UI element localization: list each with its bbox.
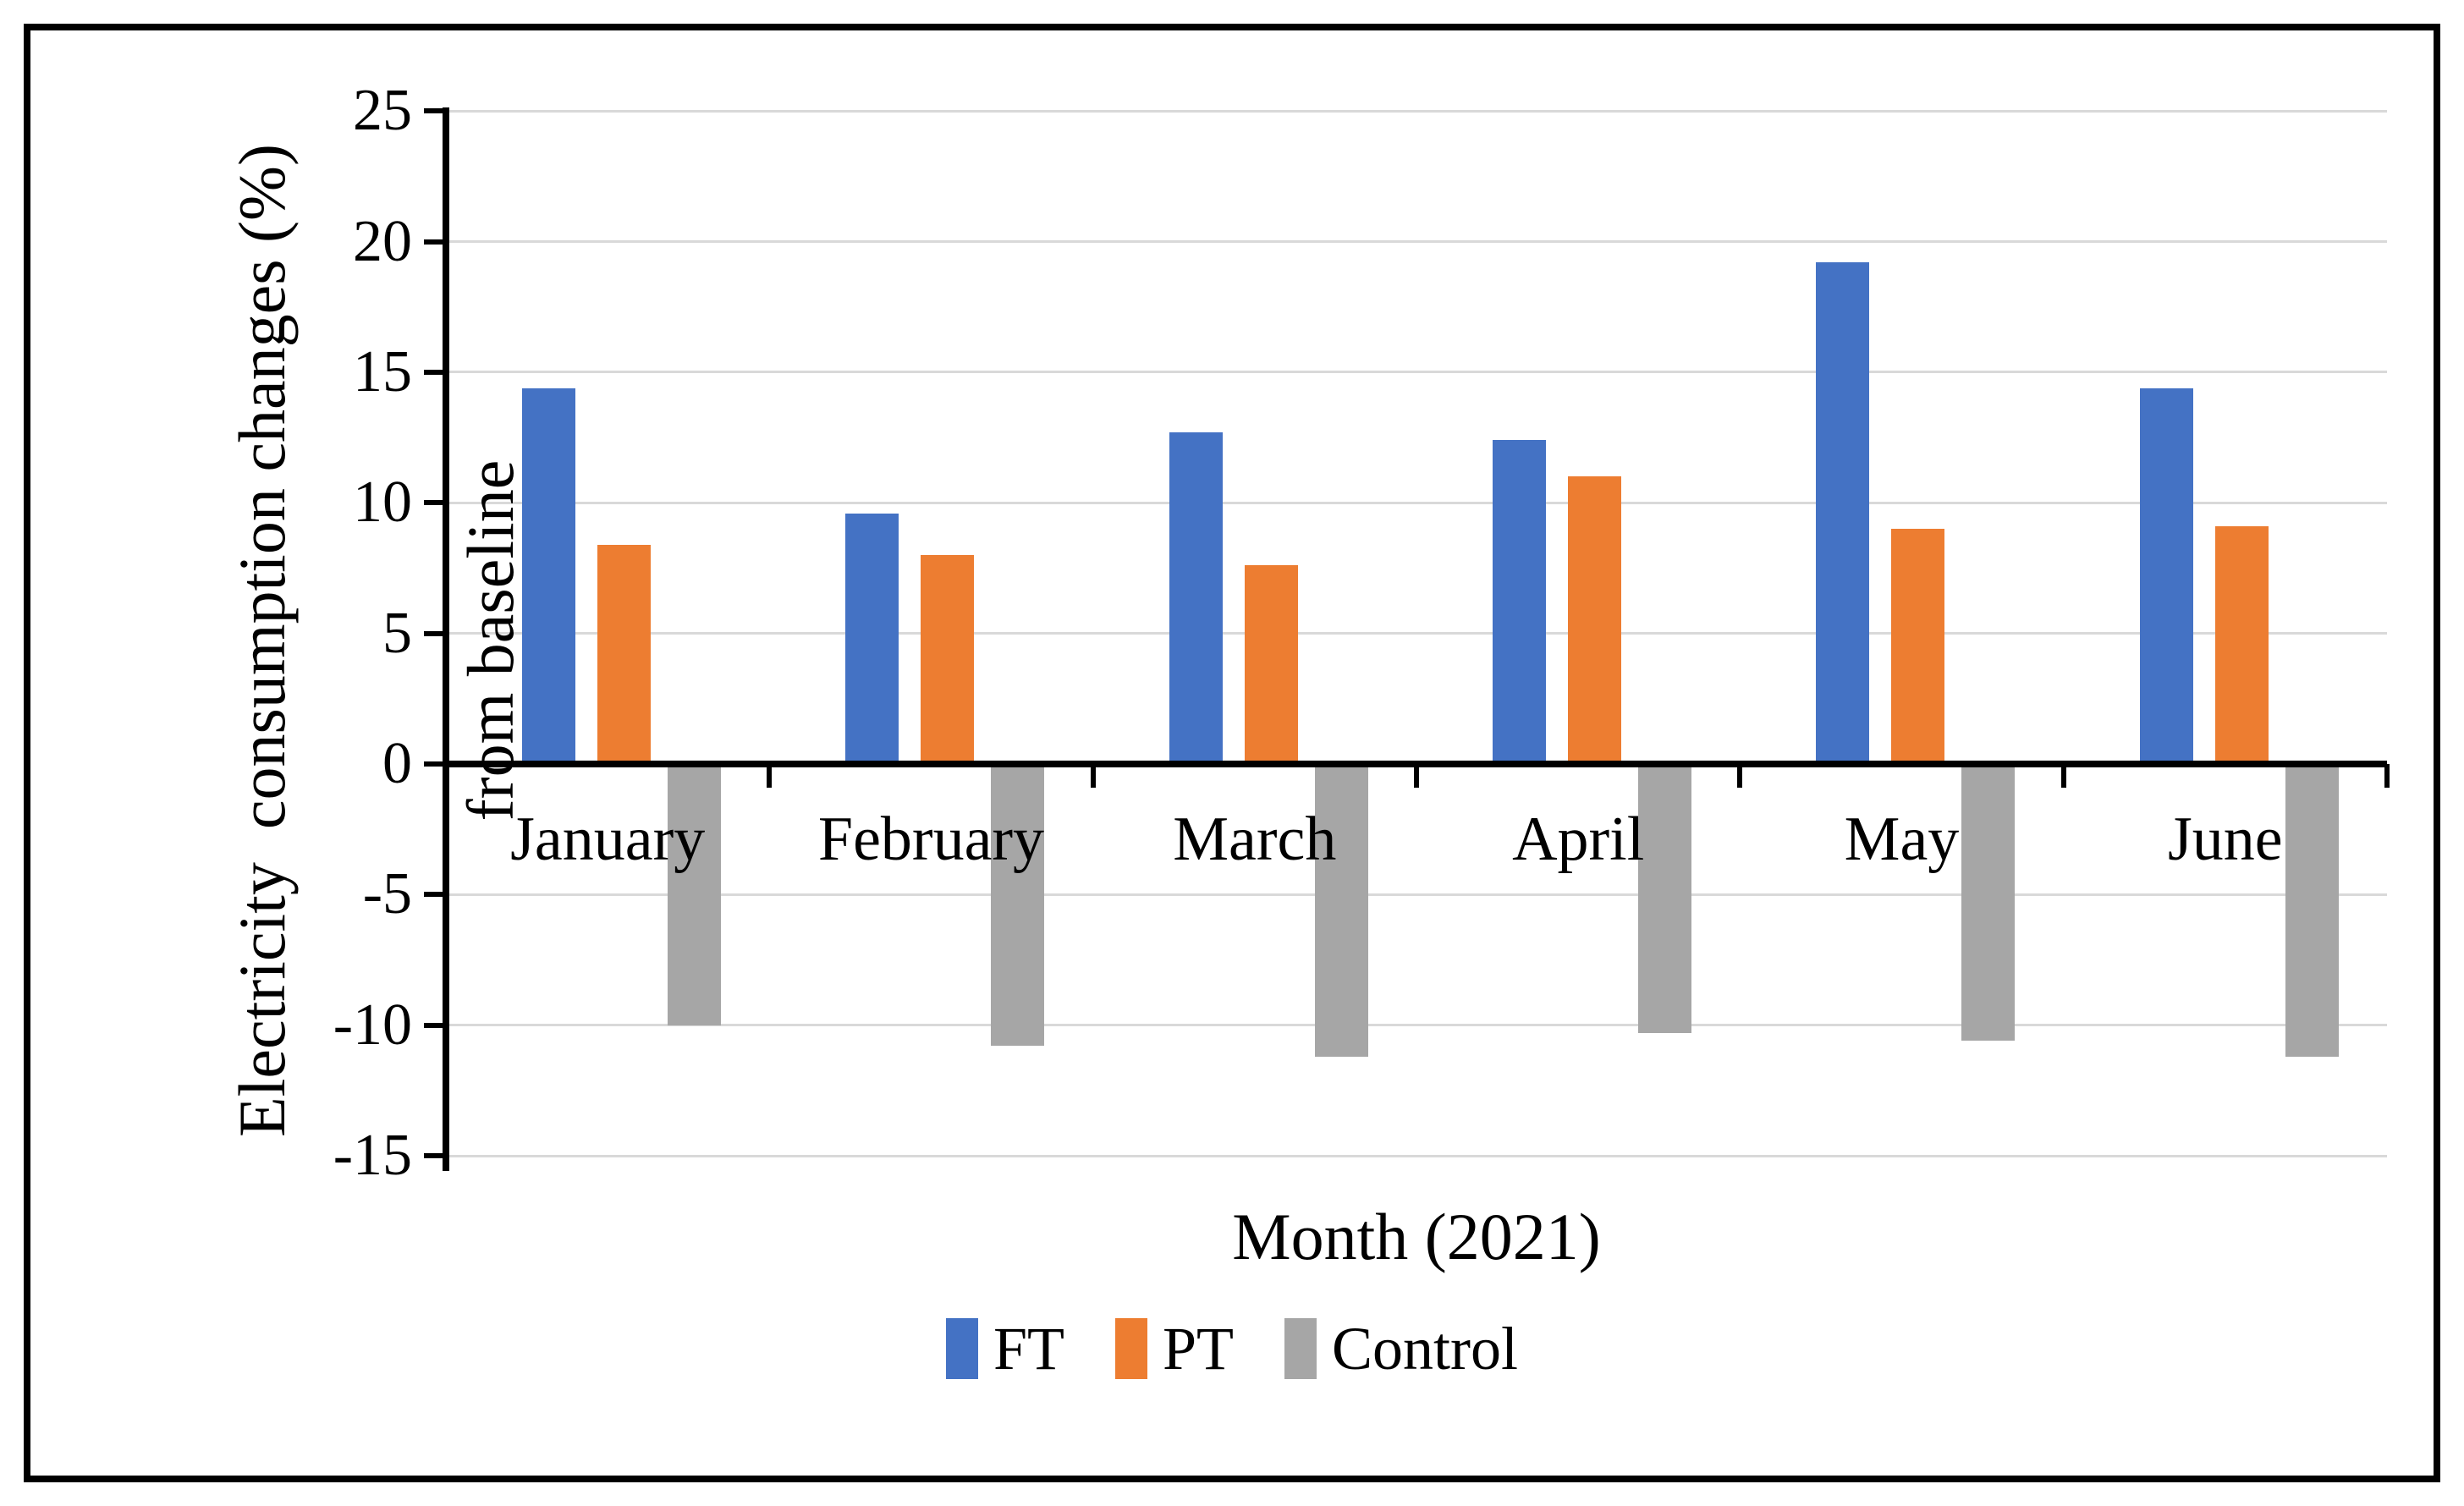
y-axis-tick-mark (424, 1022, 446, 1028)
bar-ft-april (1493, 440, 1546, 764)
y-axis-title: Electricity consumption changes (%) from… (72, 48, 527, 1233)
legend-swatch-ft-icon (945, 1318, 978, 1379)
x-axis-category-label: June (2167, 805, 2283, 874)
x-axis-tick-mark (2060, 764, 2066, 788)
bar-control-march (1314, 764, 1368, 1057)
gridline--10 (446, 1024, 2387, 1027)
y-axis-tick-label: -15 (333, 1123, 412, 1188)
legend-swatch-pt-icon (1114, 1318, 1147, 1379)
y-axis-tick-mark (424, 1153, 446, 1158)
y-axis-tick-label: 0 (382, 731, 412, 796)
x-axis-category-label: February (817, 805, 1045, 874)
bar-control-june (2285, 764, 2339, 1057)
gridline-5 (446, 632, 2387, 635)
legend-label: Control (1332, 1315, 1519, 1382)
x-axis-category-label: May (1844, 805, 1960, 874)
figure-border (24, 24, 2440, 1482)
bar-pt-april (1568, 476, 1621, 764)
y-axis-tick-label: 10 (353, 470, 412, 536)
gridline--5 (446, 893, 2387, 896)
bar-ft-may (1816, 262, 1870, 764)
x-axis-category-label: January (510, 805, 706, 874)
y-axis-title-line2: from baseline (454, 459, 527, 822)
y-axis-tick-label: -10 (333, 992, 412, 1058)
x-axis-tick-mark (1414, 764, 1419, 788)
bar-ft-march (1169, 431, 1223, 764)
bar-pt-february (921, 555, 975, 764)
y-axis-tick-label: 5 (382, 600, 412, 666)
bar-pt-june (2214, 526, 2269, 764)
gridline-15 (446, 371, 2387, 374)
gridline-20 (446, 240, 2387, 244)
y-axis-tick-mark (424, 369, 446, 375)
legend-label: PT (1162, 1315, 1235, 1382)
y-axis-title-line1: Electricity consumption changes (%) (225, 144, 299, 1137)
y-axis-tick-mark (424, 761, 446, 767)
bar-ft-june (2139, 387, 2193, 764)
bar-control-april (1638, 764, 1691, 1033)
y-axis-tick-mark (424, 892, 446, 898)
legend-item-ft: FT (945, 1315, 1064, 1382)
y-axis-tick-label: -5 (362, 861, 412, 927)
bar-ft-february (845, 513, 899, 764)
x-axis-category-label: March (1173, 805, 1337, 874)
x-axis-line (443, 761, 2387, 767)
legend-label: FT (993, 1315, 1064, 1382)
x-axis-tick-mark (767, 764, 773, 788)
bar-control-may (1961, 764, 2016, 1042)
legend-swatch-control-icon (1284, 1318, 1317, 1379)
x-axis-title: Month (2021) (1232, 1200, 1601, 1273)
y-axis-tick-mark (424, 630, 446, 636)
gridline--15 (446, 1154, 2387, 1157)
legend-item-control: Control (1284, 1316, 1518, 1382)
y-axis-tick-label: 25 (353, 78, 412, 144)
y-axis-tick-label: 15 (353, 338, 412, 404)
y-axis-tick-mark (424, 108, 446, 114)
bar-control-january (668, 764, 721, 1025)
x-axis-tick-mark (2384, 764, 2390, 788)
y-axis-tick-mark (424, 500, 446, 506)
bar-pt-january (597, 544, 651, 764)
bar-pt-march (1244, 565, 1298, 764)
bar-ft-january (522, 387, 575, 764)
x-axis-tick-mark (1737, 764, 1743, 788)
y-axis-line (443, 107, 449, 1171)
y-axis-tick-mark (424, 239, 446, 245)
gridline-25 (446, 109, 2387, 113)
bar-pt-may (1891, 529, 1945, 764)
legend-item-pt: PT (1114, 1315, 1235, 1382)
bar-control-february (991, 764, 1045, 1047)
x-axis-category-label: April (1512, 805, 1645, 874)
gridline-10 (446, 501, 2387, 504)
legend: FT PT Control (0, 1316, 2464, 1382)
y-axis-tick-label: 20 (353, 208, 412, 274)
x-axis-tick-mark (1090, 764, 1096, 788)
